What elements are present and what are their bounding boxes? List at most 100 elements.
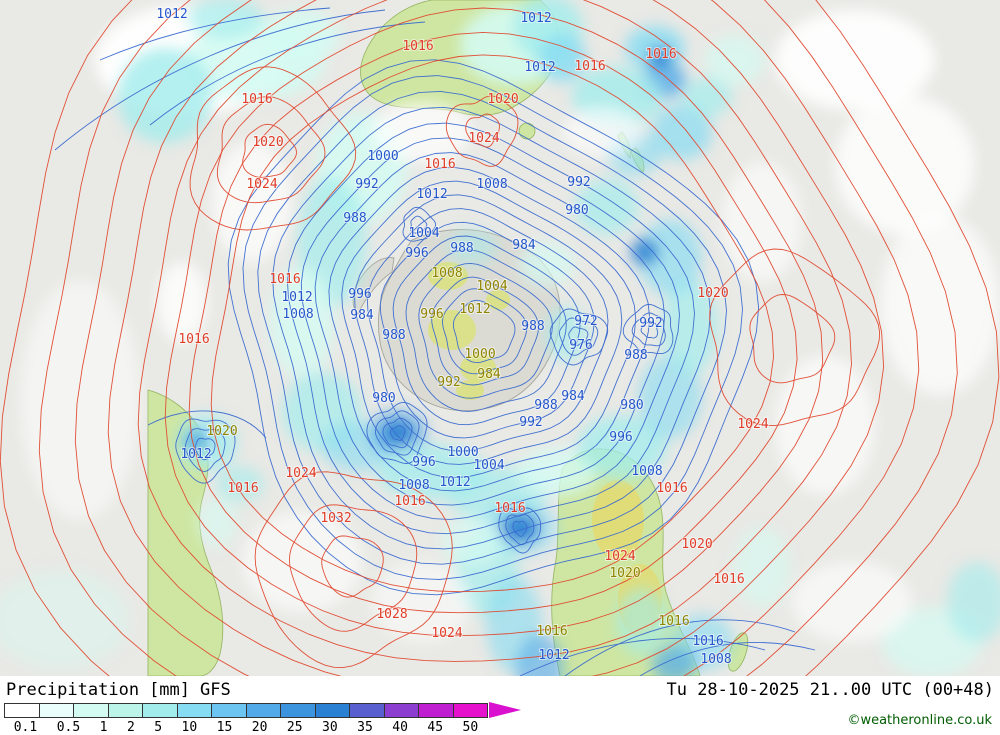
isobar-low: [390, 425, 406, 441]
legend-cell: [384, 704, 419, 717]
isobar-low: [272, 106, 711, 550]
legend-tick-label: 15: [216, 720, 233, 735]
isobar-high: [0, 0, 1000, 676]
isobar-low: [452, 299, 516, 364]
isobar-label: 1008: [700, 652, 731, 667]
legend-cell: [315, 704, 350, 717]
isobar-high: [107, 0, 885, 676]
isobar-high: [709, 248, 881, 427]
legend-cell: [350, 704, 385, 717]
isobar-label: 972: [574, 314, 597, 329]
precip-cell: [835, 95, 975, 235]
precip-cell: [775, 10, 935, 110]
precip-cell: [577, 415, 667, 479]
isobar-low: [99, 7, 331, 61]
isobar-low: [242, 75, 743, 580]
isobar-label: 1016: [178, 332, 209, 347]
precip-cell: [0, 570, 130, 670]
isobar-high: [288, 504, 418, 632]
precip-cell: [722, 162, 802, 282]
valid-datetime: Tu 28-10-2025 21..00 UTC (00+48): [666, 680, 994, 700]
isobar-label: 1016: [645, 47, 676, 62]
precip-cell: [183, 430, 209, 452]
isobar-label: 1020: [252, 135, 283, 150]
isobar-low: [418, 262, 553, 399]
isobar-label: 996: [412, 455, 435, 470]
isobar-label: 1016: [713, 572, 744, 587]
isobar-label: 1016: [402, 39, 433, 54]
isobar-label: 1016: [658, 614, 689, 629]
isobar-label: 1008: [631, 464, 662, 479]
isobar-label: 1008: [431, 266, 462, 281]
isobar-high: [38, 0, 958, 676]
isobar-high: [164, 7, 824, 637]
isobar-label: 980: [565, 203, 588, 218]
isobar-label: 996: [420, 307, 443, 322]
isobar-label: 1016: [536, 624, 567, 639]
precip-cell: [631, 238, 659, 266]
isobar-layer: [0, 0, 1000, 676]
isobar-high: [189, 66, 357, 231]
precip-cell: [260, 10, 340, 60]
isobar-high: [74, 0, 920, 676]
precip-cell: [947, 562, 1000, 642]
legend-tick-label: 2: [126, 720, 135, 735]
precip-cell: [538, 34, 586, 82]
precip-cell: [792, 562, 912, 642]
isobar-label: 1004: [473, 458, 504, 473]
isobar-label: 1024: [468, 131, 499, 146]
isobar-low: [622, 304, 674, 355]
isobar-low: [640, 321, 659, 339]
isobar-label: 1024: [246, 177, 277, 192]
isobar-label: 1016: [269, 272, 300, 287]
isobar-low: [392, 235, 581, 426]
precip-cell: [447, 229, 497, 265]
isobar-label: 1016: [656, 481, 687, 496]
map-layers: 1012 1012 1016 1016 1012 1016 1016 1020 1020 1024…: [0, 0, 1000, 676]
isobar-label: 976: [569, 338, 592, 353]
isobar-label: 996: [348, 287, 371, 302]
isobar-low: [286, 122, 695, 535]
isobar-label: 992: [567, 175, 590, 190]
isobar-label: 1032: [320, 511, 351, 526]
isobar-low: [498, 507, 542, 554]
isobar-high: [210, 54, 774, 593]
isobar-low: [314, 152, 666, 506]
legend-tick-label: 5: [154, 720, 163, 735]
precip-cell: [197, 497, 237, 547]
isobar-high: [321, 535, 384, 598]
isobar-label: 1016: [227, 481, 258, 496]
precip-cell: [216, 466, 264, 502]
legend-arrow-icon: [489, 702, 521, 718]
isobar-label: 1024: [604, 549, 635, 564]
isobar-label: 1020: [681, 537, 712, 552]
legend-cell: [281, 704, 316, 717]
isobar-label: 992: [639, 316, 662, 331]
isobar-low: [147, 410, 267, 439]
isobar-low: [366, 208, 609, 452]
legend-cell: [5, 704, 40, 717]
africa-highland: [592, 480, 644, 560]
isobar-low: [354, 194, 623, 465]
isobar-label: 1012: [439, 475, 470, 490]
isobar-label: 988: [343, 211, 366, 226]
legend-cell: [419, 704, 454, 717]
antarctic-peninsula: [352, 257, 395, 315]
title-parameter: Precipitation: [6, 680, 140, 700]
isobar-low: [379, 221, 595, 439]
isobar-label: 996: [609, 430, 632, 445]
precip-cell: [442, 517, 502, 567]
isobar-label: 988: [450, 241, 473, 256]
isobar-label: 992: [519, 415, 542, 430]
legend-tick-label: 0.5: [56, 720, 81, 735]
isobar-label: 1016: [424, 157, 455, 172]
isobar-low: [328, 166, 651, 492]
copyright: ©weatheronline.co.uk: [847, 713, 992, 728]
precipitation-layer: [0, 0, 1000, 676]
isobar-low: [558, 317, 599, 356]
isobar-label: 1012: [180, 447, 211, 462]
antarctica-terrain-patch: [428, 310, 476, 350]
precip-cell: [682, 77, 732, 117]
isobar-label: 1012: [416, 187, 447, 202]
map-area: 1012 1012 1016 1016 1012 1016 1016 1020 1020 1024…: [0, 0, 1000, 676]
